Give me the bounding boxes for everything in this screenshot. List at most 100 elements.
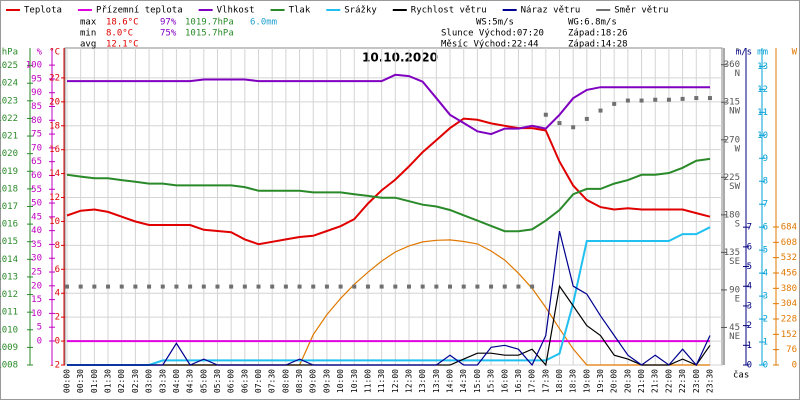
y-tick-label: 15 xyxy=(31,295,42,305)
x-tick-label: 01:30 xyxy=(104,369,113,393)
axis-unit: mm xyxy=(757,48,768,58)
x-tick-label: 12:00 xyxy=(391,369,400,393)
direction-point xyxy=(311,284,316,289)
direction-label: NE xyxy=(729,332,740,342)
series-line xyxy=(67,73,710,136)
y-tick-label: -2 xyxy=(49,361,60,371)
direction-point xyxy=(160,284,165,289)
y-tick-label: 1008 xyxy=(0,361,18,371)
x-tick-label: 13:00 xyxy=(418,369,427,393)
direction-point xyxy=(188,284,193,289)
y-tick-label: 1010 xyxy=(0,325,18,335)
x-tick-label: 00:00 xyxy=(63,369,72,393)
legend-label: Teplota xyxy=(24,6,62,16)
stat-value: 6.0mm xyxy=(250,18,277,28)
y-tick-label: 10 xyxy=(49,217,60,227)
y-tick-label: 2 xyxy=(55,313,60,323)
y-tick-label: 1018 xyxy=(0,184,18,194)
direction-point xyxy=(242,284,247,289)
stat-value: 18.6°C xyxy=(106,18,139,28)
info-text: Západ:14:28 xyxy=(568,40,628,50)
y-tick-label: 10 xyxy=(31,309,42,319)
y-tick-label: 18 xyxy=(49,121,60,131)
x-tick-label: 14:00 xyxy=(446,369,455,393)
x-tick-label: 11:00 xyxy=(363,369,372,393)
stat-value: 75% xyxy=(160,29,177,39)
y-tick-label: 76 xyxy=(786,345,797,355)
x-tick-label: 06:30 xyxy=(240,369,249,393)
x-tick-label: 22:00 xyxy=(664,369,673,393)
y-tick-label: 0 xyxy=(792,361,797,371)
axis-unit: % xyxy=(37,48,43,58)
direction-label: W xyxy=(735,144,741,154)
direction-point xyxy=(92,284,97,289)
legend-label: Rychlost větru xyxy=(411,6,487,16)
x-tick-label: 00:30 xyxy=(76,369,85,393)
y-tick-label: 1014 xyxy=(0,255,18,265)
y-tick-label: 608 xyxy=(781,238,797,248)
y-tick-label: 4 xyxy=(747,282,752,292)
y-tick-label: 85 xyxy=(31,102,42,112)
direction-point xyxy=(516,284,521,289)
y-tick-label: 65 xyxy=(31,157,42,167)
x-axis-label: čas xyxy=(733,370,749,381)
x-tick-label: 18:30 xyxy=(569,369,578,393)
x-tick-label: 20:30 xyxy=(623,369,632,393)
x-tick-label: 02:30 xyxy=(131,369,140,393)
y-tick-label: 100 xyxy=(26,61,42,71)
y-tick-label: 6 xyxy=(747,242,752,252)
direction-point xyxy=(475,284,480,289)
direction-point xyxy=(502,284,507,289)
direction-point xyxy=(352,284,357,289)
y-tick-label: 1 xyxy=(763,338,768,348)
x-tick-label: 22:30 xyxy=(678,369,687,393)
direction-point xyxy=(543,112,548,117)
y-tick-label: 1019 xyxy=(0,167,18,177)
y-tick-label: 532 xyxy=(781,253,797,263)
direction-label: SE xyxy=(729,257,740,267)
y-tick-label: 5 xyxy=(763,246,768,256)
direction-point xyxy=(530,284,535,289)
axis-unit: °C xyxy=(49,48,60,58)
y-tick-label: 1009 xyxy=(0,343,18,353)
info-text: Slunce Východ:07:20 xyxy=(441,29,544,39)
x-tick-label: 07:30 xyxy=(268,369,277,393)
stat-value: 12.1°C xyxy=(106,40,139,50)
legend-label: Vlhkost xyxy=(217,6,255,16)
direction-point xyxy=(65,284,69,289)
y-tick-label: 50 xyxy=(31,199,42,209)
direction-point xyxy=(393,284,398,289)
info-text: WS:5m/s xyxy=(476,18,514,28)
y-tick-label: 95 xyxy=(31,74,42,84)
y-tick-label: 1015 xyxy=(0,237,18,247)
y-tick-label: 0 xyxy=(763,361,768,371)
direction-point xyxy=(283,284,288,289)
direction-point xyxy=(215,284,220,289)
direction-label: NW xyxy=(729,107,740,117)
stat-label: avg xyxy=(80,40,96,50)
y-tick-label: 4 xyxy=(55,289,60,299)
x-tick-label: 01:00 xyxy=(90,369,99,393)
y-tick-label: 1016 xyxy=(0,220,18,230)
stat-label: min xyxy=(80,29,96,39)
y-tick-label: 456 xyxy=(781,268,797,278)
y-tick-label: 0 xyxy=(55,337,60,347)
x-tick-label: 05:30 xyxy=(213,369,222,393)
stat-value: 1015.7hPa xyxy=(185,29,234,39)
y-tick-label: 270 xyxy=(724,135,740,145)
x-tick-label: 04:00 xyxy=(172,369,181,393)
direction-point xyxy=(229,284,234,289)
y-tick-label: 8 xyxy=(55,241,60,251)
legend-label: Směr větru xyxy=(614,6,668,16)
direction-point xyxy=(365,284,370,289)
direction-point xyxy=(379,284,384,289)
y-tick-label: 1 xyxy=(747,341,752,351)
direction-label: SW xyxy=(729,182,740,192)
direction-point xyxy=(119,284,124,289)
direction-point xyxy=(598,108,603,113)
direction-point xyxy=(420,284,425,289)
direction-point xyxy=(584,116,589,121)
